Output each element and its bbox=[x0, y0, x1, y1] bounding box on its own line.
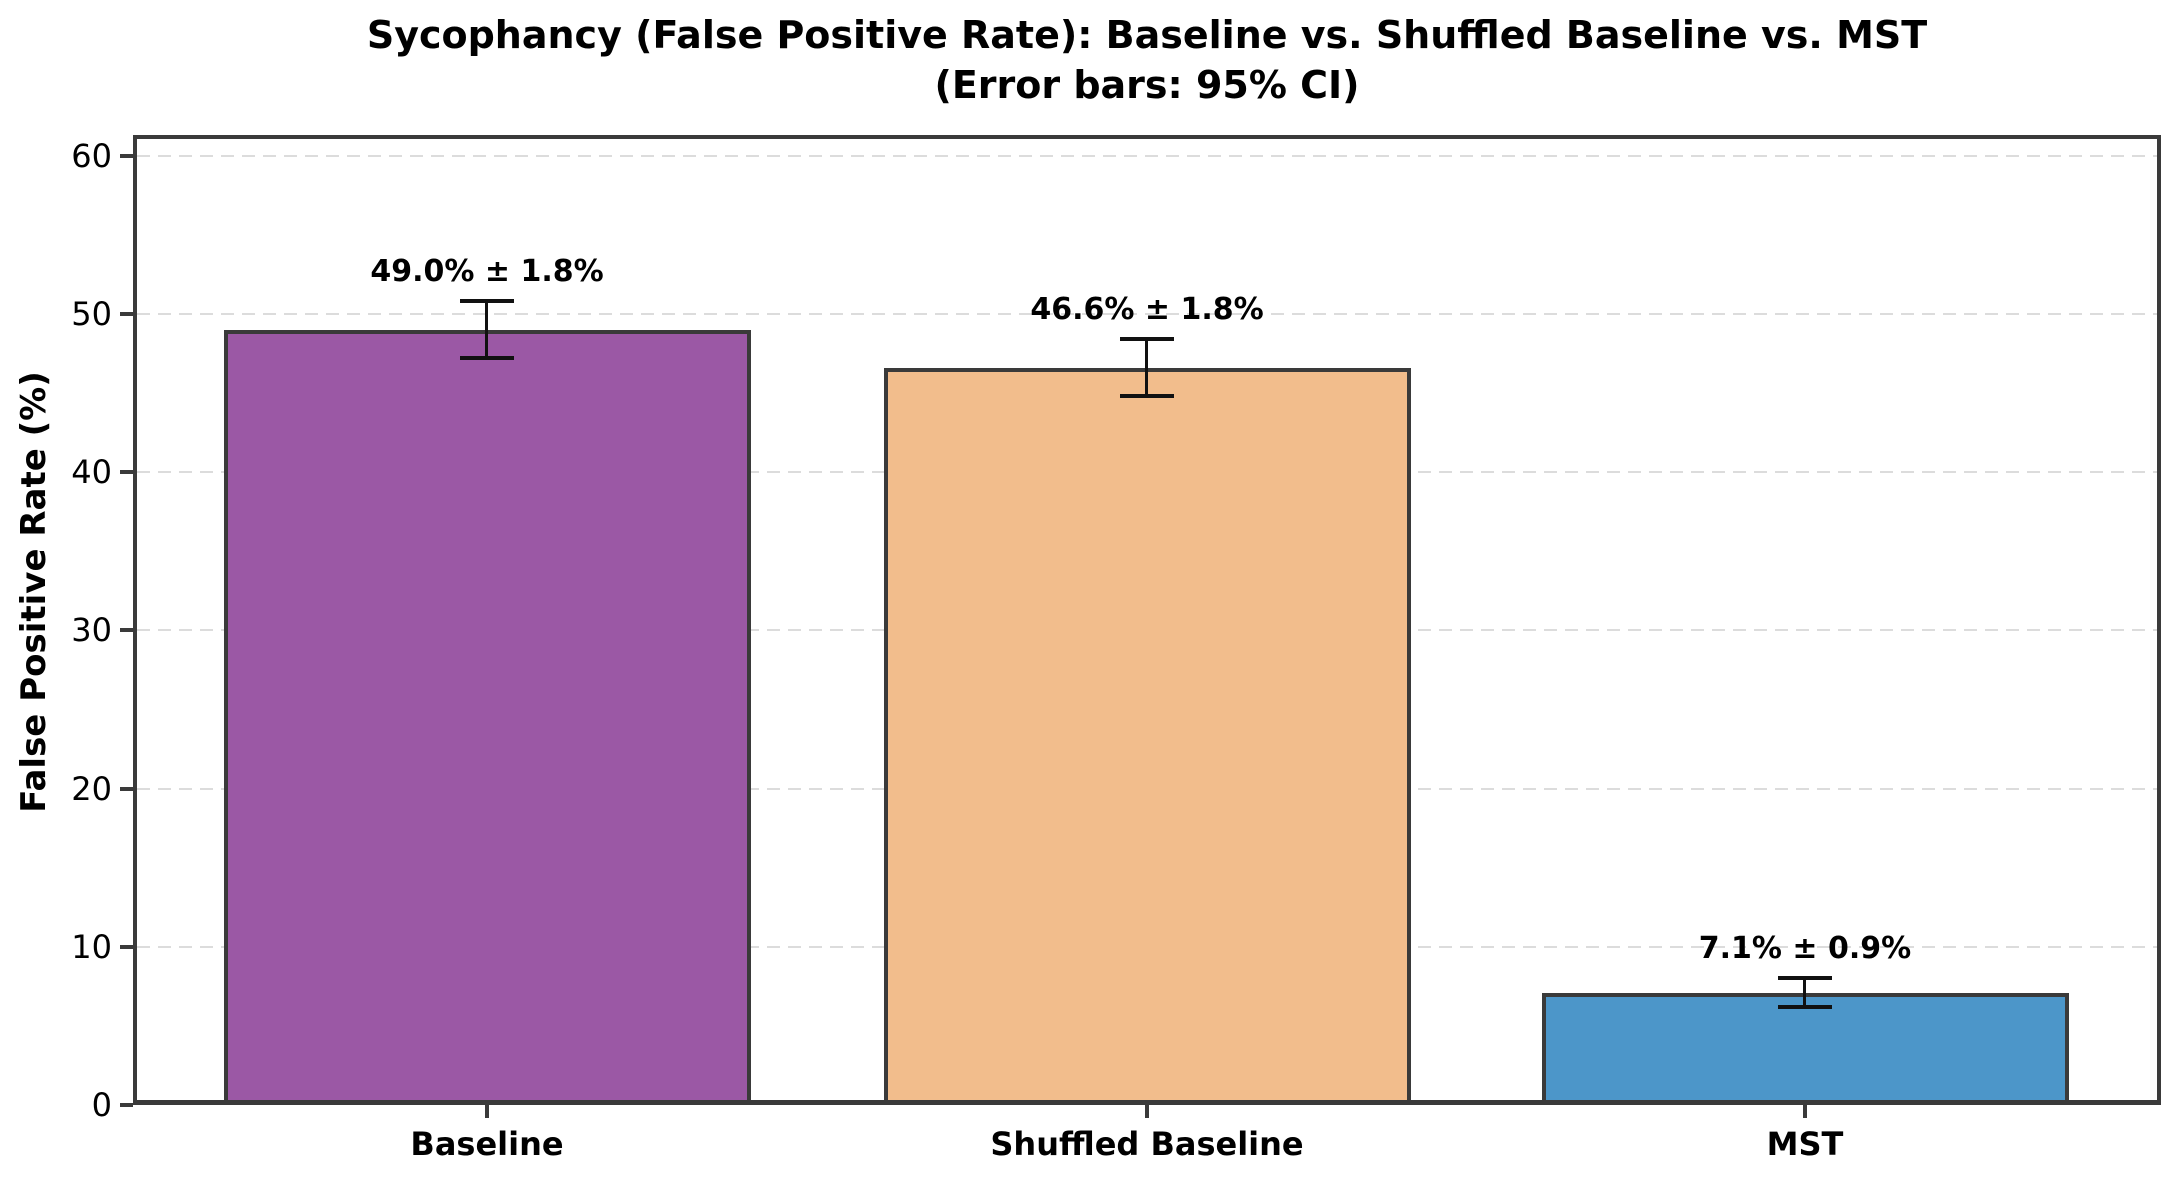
y-tick-label-30: 30 bbox=[71, 611, 112, 650]
error-bar-line-shuffled-baseline bbox=[1145, 339, 1148, 397]
x-tick-label-shuffled-baseline: Shuffled Baseline bbox=[990, 1125, 1304, 1163]
bar-baseline bbox=[223, 329, 751, 1105]
error-bar-cap-bottom-mst bbox=[1778, 1004, 1832, 1009]
x-tick-baseline bbox=[485, 1105, 489, 1118]
left-spine bbox=[133, 135, 137, 1105]
grid-line-y50 bbox=[137, 312, 2157, 315]
bar-value-label-shuffled-baseline: 46.6% ± 1.8% bbox=[1030, 292, 1264, 328]
bar-shuffled-baseline bbox=[883, 367, 1411, 1105]
x-tick-label-baseline: Baseline bbox=[410, 1125, 564, 1163]
y-tick-10 bbox=[120, 944, 133, 949]
chart-title-line1: Sycophancy (False Positive Rate): Baseli… bbox=[366, 13, 1928, 57]
error-bar-cap-top-baseline bbox=[460, 299, 514, 304]
x-tick-label-mst: MST bbox=[1766, 1125, 1844, 1163]
error-bar-cap-bottom-shuffled-baseline bbox=[1120, 394, 1174, 399]
error-bar-line-baseline bbox=[485, 301, 488, 359]
chart-title-line2: (Error bars: 95% CI) bbox=[934, 63, 1360, 107]
y-tick-label-20: 20 bbox=[71, 769, 112, 808]
y-tick-label-50: 50 bbox=[71, 294, 112, 333]
x-tick-shuffled-baseline bbox=[1145, 1105, 1149, 1118]
x-axis-line bbox=[133, 1100, 2161, 1105]
y-tick-40 bbox=[120, 470, 133, 475]
y-tick-50 bbox=[120, 311, 133, 316]
error-bar-line-mst bbox=[1803, 978, 1806, 1007]
x-tick-mst bbox=[1803, 1105, 1807, 1118]
error-bar-cap-top-shuffled-baseline bbox=[1120, 337, 1174, 342]
y-tick-20 bbox=[120, 786, 133, 791]
y-tick-0 bbox=[120, 1103, 133, 1107]
grid-line-y60 bbox=[137, 154, 2157, 157]
y-tick-label-60: 60 bbox=[71, 136, 112, 175]
error-bar-cap-bottom-baseline bbox=[460, 356, 514, 361]
y-tick-label-10: 10 bbox=[71, 927, 112, 966]
y-tick-label-0: 0 bbox=[91, 1086, 112, 1124]
chart-title: Sycophancy (False Positive Rate): Baseli… bbox=[133, 10, 2161, 110]
y-tick-60 bbox=[120, 153, 133, 158]
bar-value-label-mst: 7.1% ± 0.9% bbox=[1698, 931, 1912, 967]
right-spine bbox=[2157, 135, 2161, 1105]
y-axis-label: False Positive Rate (%) bbox=[14, 371, 54, 813]
error-bar-cap-top-mst bbox=[1778, 976, 1832, 981]
y-tick-label-40: 40 bbox=[71, 453, 112, 492]
top-spine bbox=[133, 135, 2161, 139]
y-tick-30 bbox=[120, 628, 133, 633]
bar-value-label-baseline: 49.0% ± 1.8% bbox=[370, 254, 604, 290]
bar-mst bbox=[1541, 992, 2069, 1105]
plot-area: 49.0% ± 1.8% 46.6% ± 1.8% 7.1% ± 0.9% bbox=[133, 135, 2161, 1105]
